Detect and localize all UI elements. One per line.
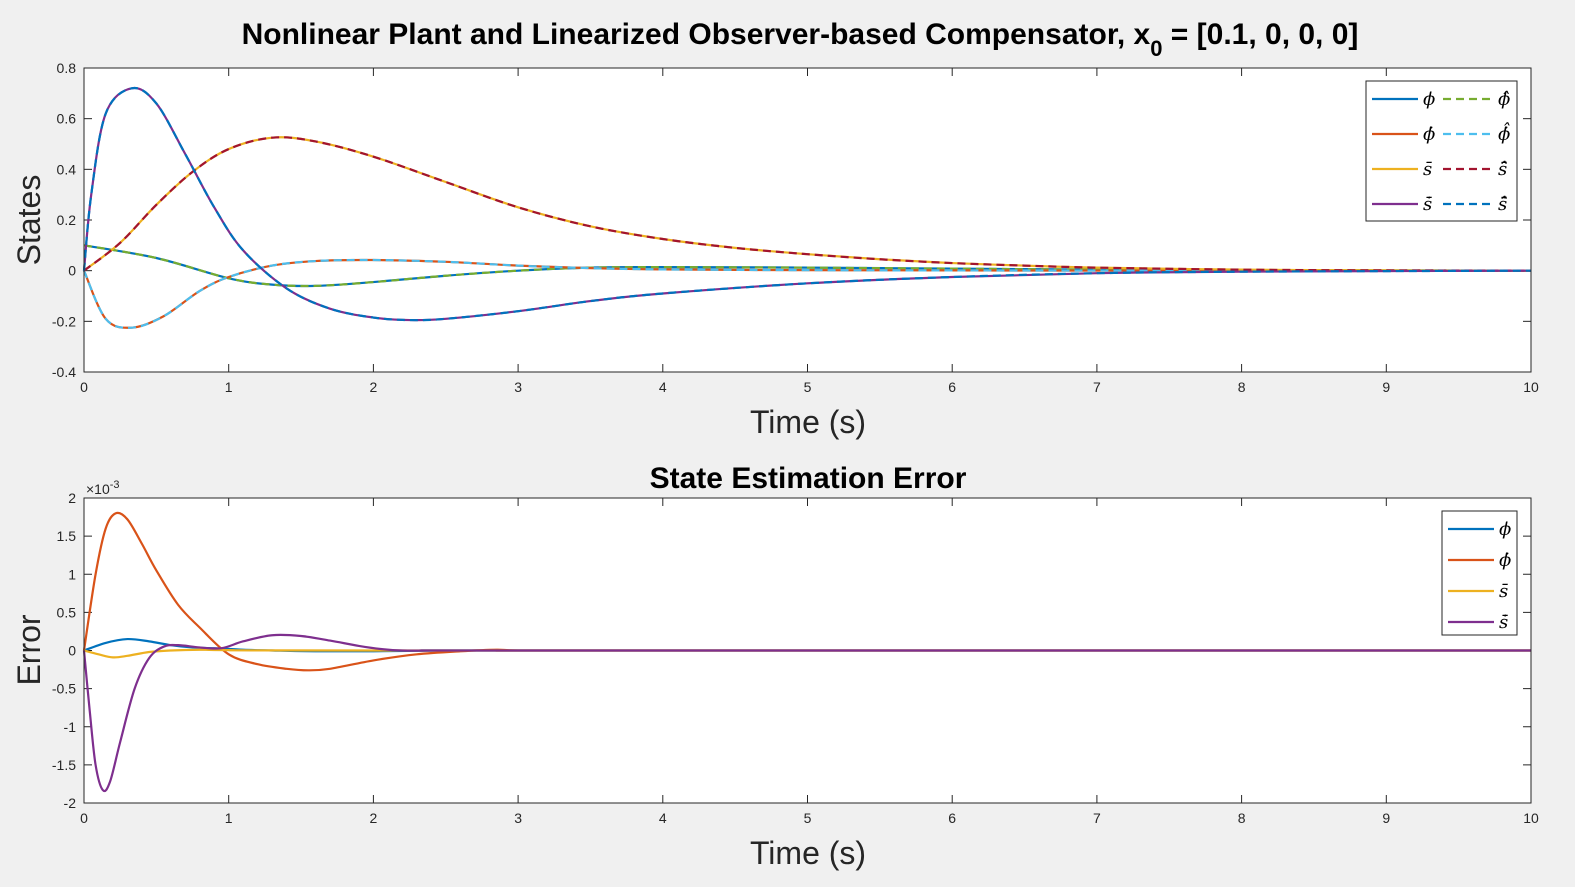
states-legend: ϕ ϕ̂ ϕ̇ ϕ̇̂ s̄ s̄̂ s̄̇ s̄̇̂ (1365, 80, 1518, 222)
error-x-tick-label: 9 (1382, 810, 1390, 826)
error-y-tick-label: -2 (64, 795, 77, 811)
states-axes: 0 1 2 3 4 5 6 7 8 9 10 -0.4 -0.2 0 0.2 0.4 0.6 0.8 Time (… (11, 60, 1539, 440)
states-x-tick-label: 7 (1093, 379, 1101, 395)
states-legend-label-estimate: ϕ̇̂ (1498, 121, 1510, 145)
error-y-tick-label: -1.5 (52, 757, 76, 773)
figure-title: Nonlinear Plant and Linearized Observer-… (242, 18, 1359, 61)
states-lines (82, 86, 1532, 329)
states-x-tick-label: 9 (1382, 379, 1390, 395)
states-y-tick-label: -0.2 (52, 313, 76, 329)
states-y-tick-label: -0.4 (52, 364, 76, 380)
states-x-tick-label: 5 (804, 379, 812, 395)
error-y-axis-label: Error (11, 614, 47, 685)
states-x-tick-label: 4 (659, 379, 667, 395)
error-legend-label: s̄̇ (1499, 612, 1508, 633)
states-y-tick-label: 0.6 (57, 111, 77, 127)
figure-title-rest: = [0.1, 0, 0, 0] (1162, 18, 1358, 51)
states-series-line-2-estimate (83, 244, 1532, 288)
error-x-tick-label: 3 (514, 810, 522, 826)
error-y-tick-label: 2 (68, 490, 76, 506)
error-y-tick-label: 1 (68, 566, 76, 582)
error-y-tick-label: -0.5 (52, 681, 76, 697)
error-y-scale-base: ×10 (86, 481, 110, 497)
error-x-tick-label: 10 (1523, 810, 1539, 826)
error-legend-box (1441, 510, 1518, 636)
error-y-tick-label: 1.5 (57, 528, 77, 544)
figure-title-subscript: 0 (1150, 36, 1162, 61)
states-legend-label-estimate: ϕ̂ (1498, 89, 1510, 110)
error-chart-title: State Estimation Error (650, 462, 967, 495)
states-series-line-6-estimate (83, 136, 1532, 272)
states-y-tick-label: 0 (68, 263, 76, 279)
error-legend-label: ϕ (1499, 519, 1511, 540)
error-y-scale-label: ×10-3 (86, 479, 120, 497)
states-legend-label: s̄ (1423, 159, 1432, 180)
error-legend-label: ϕ̇ (1499, 550, 1511, 571)
error-legend-label: s̄ (1499, 581, 1508, 602)
states-series-line-8-estimate (82, 86, 1532, 322)
error-x-tick-label: 7 (1093, 810, 1101, 826)
error-x-tick-label: 1 (225, 810, 233, 826)
states-legend-label: s̄̇ (1423, 194, 1432, 215)
error-x-tick-label: 4 (659, 810, 667, 826)
error-x-tick-label: 6 (948, 810, 956, 826)
error-lines (82, 511, 1532, 793)
error-y-tick-label: 0.5 (57, 604, 77, 620)
states-x-axis-label: Time (s) (750, 404, 866, 440)
figure-title-main: Nonlinear Plant and Linearized Observer-… (242, 18, 1151, 51)
error-axes-box (83, 497, 1532, 804)
states-legend-box (1365, 80, 1518, 222)
states-plot-area (84, 68, 1531, 372)
error-x-tick-label: 5 (804, 810, 812, 826)
states-series-line-4-estimate (82, 258, 1532, 329)
states-legend-label: ϕ̇ (1423, 124, 1435, 145)
states-x-tick-label: 10 (1523, 379, 1539, 395)
error-x-tick-label: 2 (370, 810, 378, 826)
error-y-tick-label: -1 (64, 719, 77, 735)
states-x-tick-label: 1 (225, 379, 233, 395)
error-y-scale-exponent: -3 (110, 479, 120, 491)
states-y-tick-label: 0.2 (57, 212, 77, 228)
states-legend-label-estimate: s̄̇̂ (1498, 194, 1507, 215)
states-y-tick-label: 0.8 (57, 60, 77, 76)
states-y-tick-label: 0.4 (57, 161, 77, 177)
states-y-axis-label: States (11, 175, 47, 266)
error-series-line-4 (82, 633, 1531, 793)
states-x-tick-label: 6 (948, 379, 956, 395)
states-legend-label: ϕ (1423, 89, 1435, 110)
error-x-tick-label: 0 (80, 810, 88, 826)
states-x-tick-label: 2 (370, 379, 378, 395)
states-legend-label-estimate: s̄̂ (1498, 159, 1507, 180)
error-y-tick-label: 0 (68, 643, 76, 659)
error-legend: ϕ ϕ̇ s̄ s̄̇ (1441, 510, 1518, 636)
states-ticks: 0 1 2 3 4 5 6 7 8 9 10 -0.4 -0.2 0 0.2 0.4 0.6 0.8 (52, 60, 1539, 395)
states-x-tick-label: 0 (80, 379, 88, 395)
error-x-axis-label: Time (s) (750, 835, 866, 871)
states-axes-box (83, 67, 1532, 373)
states-x-tick-label: 3 (514, 379, 522, 395)
states-x-tick-label: 8 (1238, 379, 1246, 395)
error-x-tick-label: 8 (1238, 810, 1246, 826)
error-axes: State Estimation Error 0 1 2 3 4 5 6 7 8 9 10-2-1.… (11, 462, 1539, 871)
